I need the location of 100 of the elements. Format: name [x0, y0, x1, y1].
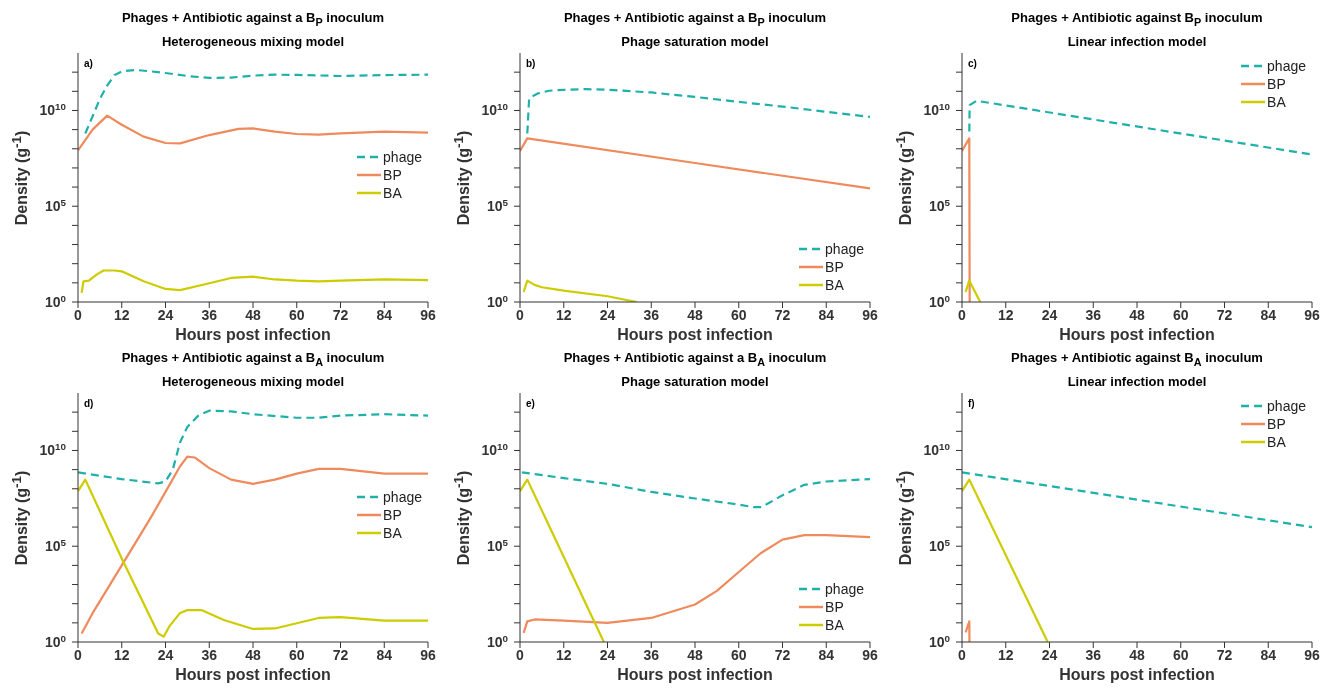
- legend-label: BP: [383, 165, 402, 184]
- x-tick-label: 12: [113, 646, 130, 663]
- legend-label: phage: [1267, 57, 1306, 75]
- x-tick-label: 36: [201, 646, 218, 663]
- x-tick-label: 12: [555, 646, 572, 663]
- x-tick-label: 12: [555, 306, 572, 323]
- chart-subtitle: Linear infection model: [1066, 372, 1208, 391]
- chart-title: Phages + Antibiotic against B$_{P}$ inoculum: [1010, 9, 1264, 30]
- x-tick-label: 60: [288, 306, 305, 323]
- x-tick-label: 12: [997, 306, 1014, 323]
- x-tick-label: 12: [113, 306, 130, 323]
- legend-label: BA: [383, 183, 402, 202]
- legend-label: BA: [825, 616, 844, 634]
- x-tick-label: 24: [157, 646, 174, 663]
- y-tick-label: 10$^{10}$: [481, 440, 509, 459]
- y-tick-label: 10$^{0}$: [928, 632, 951, 650]
- y-tick-label: 10$^{5}$: [44, 196, 67, 215]
- chart-subtitle: Phage saturation model: [620, 372, 770, 391]
- x-tick-label: 84: [1260, 306, 1277, 323]
- chart-subtitle: Linear infection model: [1066, 32, 1208, 51]
- x-tick-label: 84: [376, 306, 393, 323]
- chart-title: Phages + Antibiotic against a B$_{A}$ inoculum: [562, 349, 828, 370]
- x-tick-label: 72: [774, 646, 791, 663]
- y-tick-label: 10$^{0}$: [44, 632, 67, 650]
- x-tick-label: 60: [1172, 646, 1189, 663]
- x-tick-label: 60: [730, 306, 747, 323]
- chart-title: Phages + Antibiotic against a B$_{P}$ inoculum: [120, 9, 386, 30]
- legend-label: phage: [383, 487, 422, 506]
- legend-label: phage: [1267, 397, 1306, 415]
- line-series: [78, 409, 428, 485]
- x-tick-label: 96: [1304, 306, 1320, 323]
- y-tick-label: 10$^{5}$: [44, 536, 67, 555]
- x-tick-label: 0: [516, 646, 525, 663]
- x-axis-title: Hours post infection: [1058, 326, 1216, 344]
- annotation: c): [968, 58, 977, 69]
- x-axis-title: Hours post infection: [616, 326, 774, 344]
- annotation: d): [84, 398, 94, 409]
- x-axis-title: Hours post infection: [174, 326, 332, 344]
- annotation: b): [526, 58, 536, 69]
- x-tick-label: 0: [958, 646, 967, 663]
- y-tick-label: 10$^{0}$: [486, 292, 509, 310]
- chart-subtitle: Heterogeneous mixing model: [160, 372, 345, 391]
- line-series: [522, 279, 638, 302]
- line-series: [80, 269, 428, 294]
- legend-label: BP: [1267, 75, 1286, 93]
- line-series: [78, 114, 428, 152]
- x-tick-label: 84: [1260, 646, 1277, 663]
- chart-subtitle: Phage saturation model: [620, 32, 770, 51]
- y-tick-label: 10$^{10}$: [39, 100, 67, 119]
- x-tick-label: 36: [643, 646, 660, 663]
- chart-subtitle: Heterogeneous mixing model: [160, 32, 345, 51]
- x-axis-title: Hours post infection: [1058, 666, 1216, 684]
- x-tick-label: 48: [1129, 646, 1145, 663]
- chart-title: Phages + Antibiotic against a B$_{A}$ inoculum: [120, 349, 386, 370]
- y-tick-label: 10$^{5}$: [486, 536, 509, 555]
- x-tick-label: 48: [1129, 306, 1145, 323]
- x-tick-label: 84: [818, 306, 835, 323]
- x-tick-label: 96: [862, 306, 878, 323]
- line-series: [520, 137, 870, 190]
- x-tick-label: 96: [420, 646, 436, 663]
- line-series: [84, 68, 428, 135]
- legend-label: BA: [383, 523, 402, 542]
- x-tick-label: 72: [332, 646, 349, 663]
- y-tick-label: 10$^{10}$: [481, 100, 509, 119]
- legend-label: phage: [383, 147, 422, 166]
- x-tick-label: 36: [201, 306, 218, 323]
- x-tick-label: 0: [958, 306, 967, 323]
- x-tick-label: 60: [730, 646, 747, 663]
- x-tick-label: 48: [687, 306, 703, 323]
- line-series: [968, 99, 1312, 156]
- y-tick-label: 10$^{5}$: [928, 536, 951, 555]
- legend-label: phage: [825, 580, 864, 598]
- x-tick-label: 24: [599, 646, 616, 663]
- x-tick-label: 48: [245, 306, 261, 323]
- annotation: f): [968, 398, 975, 409]
- y-tick-label: 10$^{0}$: [928, 292, 951, 310]
- x-tick-label: 60: [288, 646, 305, 663]
- y-tick-label: 10$^{5}$: [486, 196, 509, 215]
- y-tick-label: 10$^{10}$: [39, 440, 67, 459]
- x-tick-label: 72: [774, 306, 791, 323]
- x-tick-label: 72: [1216, 306, 1233, 323]
- x-axis-title: Hours post infection: [174, 666, 332, 684]
- legend-label: BA: [1267, 93, 1286, 111]
- annotation: e): [526, 398, 535, 409]
- x-tick-label: 96: [420, 306, 436, 323]
- x-tick-label: 48: [245, 646, 261, 663]
- x-tick-label: 0: [74, 306, 83, 323]
- x-tick-label: 12: [997, 646, 1014, 663]
- x-tick-label: 0: [74, 646, 83, 663]
- x-tick-label: 24: [1041, 306, 1058, 323]
- chart-title: Phages + Antibiotic against a B$_{P}$ inoculum: [562, 9, 828, 30]
- legend-label: BA: [825, 276, 844, 294]
- chart-title: Phages + Antibiotic against B$_{A}$ inoculum: [1010, 349, 1264, 370]
- x-tick-label: 24: [599, 306, 616, 323]
- y-tick-label: 10$^{10}$: [923, 440, 951, 459]
- x-tick-label: 72: [1216, 646, 1233, 663]
- x-tick-label: 24: [157, 306, 174, 323]
- line-series: [526, 88, 870, 135]
- x-tick-label: 84: [818, 646, 835, 663]
- legend-label: BP: [825, 598, 844, 616]
